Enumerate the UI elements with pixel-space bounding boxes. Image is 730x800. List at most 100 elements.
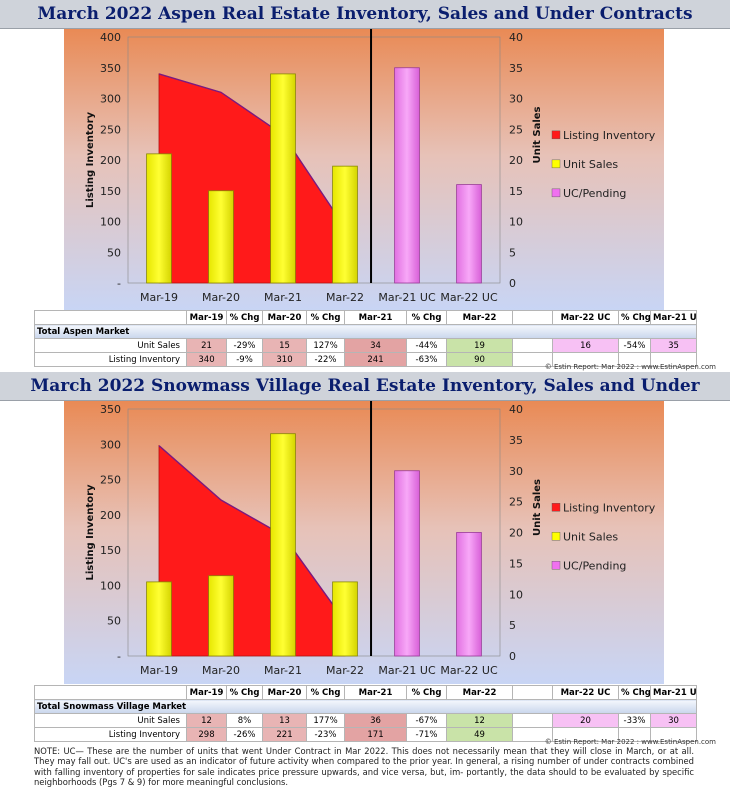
- table-header-cell: Mar-21: [344, 310, 407, 325]
- x-tick-label: Mar-21 UC: [378, 664, 436, 677]
- unit-sales-bar: [146, 581, 172, 657]
- y-tick-label: 50: [107, 615, 121, 628]
- table-cell: 13: [262, 713, 307, 728]
- table-cell: 30: [650, 713, 697, 728]
- legend-swatch: [551, 503, 561, 512]
- x-tick-label: Mar-19: [140, 664, 178, 677]
- legend-swatch: [551, 159, 561, 169]
- y-tick-label: 250: [100, 474, 121, 487]
- table-cell: 12: [186, 713, 227, 728]
- table-cell: -54%: [618, 338, 651, 353]
- table-cell: -63%: [406, 352, 447, 367]
- snowmass-summary-table: Mar-19% Chg Mar-20% Chg Mar-21% Chg Mar-22 M…: [34, 685, 697, 742]
- y-axis-title: Listing Inventory: [85, 111, 96, 208]
- table-header-cell: % Chg: [306, 310, 345, 325]
- table-header-cell: Mar-20: [262, 685, 307, 700]
- legend-swatch: [551, 561, 561, 570]
- table-cell: -26%: [226, 727, 263, 742]
- legend-label: Unit Sales: [563, 530, 618, 543]
- market-label: Total Aspen Market: [34, 324, 697, 339]
- table-header-cell: Mar-19: [186, 685, 227, 700]
- legend-label: Listing Inventory: [563, 129, 656, 142]
- table-cell: -71%: [406, 727, 447, 742]
- table-cell: 298: [186, 727, 227, 742]
- table-cell: 49: [446, 727, 513, 742]
- y-tick-label: 300: [100, 93, 121, 106]
- table-header-cell: % Chg: [226, 310, 263, 325]
- snowmass-chart: - 50 100 150 200 250 300 350 0 5 10 15 20 25 30 35 40 Mar…: [64, 401, 664, 684]
- table-cell: [552, 352, 619, 367]
- table-header-cell: % Chg: [618, 310, 651, 325]
- y2-tick-label: 15: [509, 557, 523, 570]
- y2-tick-label: 0: [509, 650, 516, 663]
- table-cell: [618, 727, 651, 742]
- y2-tick-label: 5: [509, 619, 516, 632]
- uc-pending-bar: [456, 184, 482, 284]
- y2-tick-label: 0: [509, 277, 516, 290]
- table-header-cell: Mar-20: [262, 310, 307, 325]
- legend-swatch: [551, 532, 561, 541]
- y-tick-label: 100: [100, 216, 121, 229]
- table-cell: -29%: [226, 338, 263, 353]
- y-tick-label: 250: [100, 123, 121, 136]
- table-cell: -22%: [306, 352, 345, 367]
- table-header-cell: % Chg: [406, 685, 447, 700]
- y-tick-label: 350: [100, 62, 121, 75]
- table-header-cell: [512, 685, 553, 700]
- y-tick-label: 150: [100, 185, 121, 198]
- row-label: Listing Inventory: [34, 352, 187, 367]
- y2-tick-label: 30: [509, 465, 523, 478]
- row-label: Unit Sales: [34, 713, 187, 728]
- legend-label: Unit Sales: [563, 158, 618, 171]
- y2-axis-title: Unit Sales: [532, 106, 543, 163]
- x-tick-label: Mar-21 UC: [378, 291, 436, 304]
- table-cell: 90: [446, 352, 513, 367]
- table-cell: -67%: [406, 713, 447, 728]
- table-cell: [512, 727, 553, 742]
- table-cell: 15: [262, 338, 307, 353]
- y-tick-label: 50: [107, 246, 121, 259]
- table-cell: [512, 713, 553, 728]
- table-cell: [512, 338, 553, 353]
- table-cell: -23%: [306, 727, 345, 742]
- table-cell: 8%: [226, 713, 263, 728]
- uc-pending-bar: [394, 67, 420, 284]
- table-header-cell: [34, 685, 187, 700]
- y2-tick-label: 10: [509, 216, 523, 229]
- table-cell: 35: [650, 338, 697, 353]
- y2-tick-label: 20: [509, 154, 523, 167]
- snowmass-copyright: © Estin Report: Mar 2022 : www.EstinAspe…: [544, 738, 716, 746]
- unit-sales-bar: [270, 73, 296, 284]
- table-cell: [650, 352, 697, 367]
- y-tick-label: -: [117, 277, 121, 290]
- table-cell: 34: [344, 338, 407, 353]
- uc-pending-bar: [394, 470, 420, 657]
- legend-swatch: [551, 188, 561, 198]
- table-cell: -9%: [226, 352, 263, 367]
- y2-tick-label: 40: [509, 31, 523, 44]
- aspen-summary-table: Mar-19% Chg Mar-20% Chg Mar-21% Chg Mar-22 M…: [34, 310, 697, 367]
- x-tick-label: Mar-20: [202, 291, 240, 304]
- x-tick-label: Mar-22: [326, 664, 364, 677]
- table-cell: 19: [446, 338, 513, 353]
- y2-tick-label: 5: [509, 246, 516, 259]
- y2-tick-label: 10: [509, 588, 523, 601]
- market-row: Total Aspen Market: [34, 324, 697, 339]
- table-header-cell: % Chg: [306, 685, 345, 700]
- table-header-cell: Mar-21 UC: [650, 685, 697, 700]
- y2-tick-label: 35: [509, 62, 523, 75]
- unit-sales-bar: [270, 433, 296, 657]
- table-cell: 36: [344, 713, 407, 728]
- table-cell: 241: [344, 352, 407, 367]
- y2-tick-label: 25: [509, 496, 523, 509]
- unit-sales-bar: [208, 190, 234, 284]
- table-cell: 221: [262, 727, 307, 742]
- x-tick-label: Mar-22: [326, 291, 364, 304]
- uc-pending-bar: [456, 532, 482, 657]
- table-row: Unit Sales 12 8% 13 177% 36 -67% 12 20 -33% 30: [34, 713, 697, 728]
- market-label: Total Snowmass Village Market: [34, 699, 697, 714]
- table-header-cell: Mar-21 UC: [650, 310, 697, 325]
- y-tick-label: 300: [100, 438, 121, 451]
- table-header-cell: % Chg: [226, 685, 263, 700]
- y-tick-label: -: [117, 650, 121, 663]
